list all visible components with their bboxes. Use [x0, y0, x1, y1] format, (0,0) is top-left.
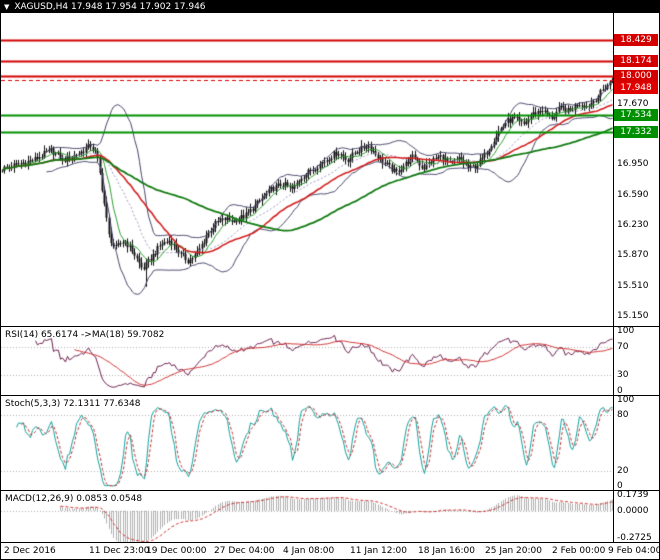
scale-tick-label: 16.950	[617, 159, 649, 170]
chevron-down-icon[interactable]: ▼	[4, 2, 10, 11]
macd-label: MACD(12,26,9) 0.0853 0.0548	[5, 494, 143, 504]
time-axis-label: 27 Dec 04:00	[214, 546, 275, 556]
price-level-badge[interactable]: 17.534	[614, 109, 658, 122]
scale-tick-label: 20	[617, 466, 629, 477]
rsi-label: RSI(14) 65.6174 ->MA(18) 59.7082	[5, 330, 165, 340]
price-level-badge[interactable]: 17.948	[614, 82, 658, 95]
time-axis[interactable]: 2 Dec 2016 11 Dec 23:00 19 Dec 00:00 27 Dec…	[1, 543, 660, 559]
macd-indicator-chart[interactable]	[1, 491, 613, 542]
time-axis-label: 25 Jan 20:00	[485, 546, 542, 556]
time-axis-label: 2 Feb 00:00	[552, 546, 606, 556]
main-price-chart[interactable]	[1, 13, 613, 326]
scale-tick-label: 100	[617, 326, 635, 336]
chart-titlebar[interactable]: ▼ XAGUSD,H4 17.948 17.954 17.902 17.946	[1, 1, 659, 13]
price-level-badge[interactable]: 18.429	[614, 34, 658, 46]
scale-tick-label: 80	[617, 409, 629, 420]
scale-tick-label: 0.0000	[617, 505, 649, 516]
panel-separator	[1, 490, 659, 491]
stoch-label: Stoch(5,3,3) 72.1311 77.6348	[5, 399, 141, 409]
stochastic-indicator-chart[interactable]	[1, 396, 613, 490]
time-axis-label: 2 Dec 2016	[4, 546, 56, 556]
time-axis-label: 9 Feb 04:00	[608, 546, 660, 556]
scale-separator	[613, 13, 614, 542]
price-level-badge[interactable]: 18.174	[614, 55, 658, 68]
scale-tick-label: 16.230	[617, 220, 649, 231]
scale-tick-label: -0.2725	[617, 533, 652, 543]
time-axis-label: 11 Jan 12:00	[350, 546, 407, 556]
scale-tick-label: 0	[617, 481, 623, 491]
price-scale[interactable]: 17.670 16.950 16.590 16.230 15.870 15.510 15.1…	[614, 1, 659, 559]
scale-tick-label: 30	[617, 369, 629, 380]
price-level-badge[interactable]: 18.000	[614, 70, 658, 83]
panel-separator	[1, 395, 659, 396]
symbol-ohlc-label: XAGUSD,H4 17.948 17.954 17.902 17.946	[14, 2, 206, 12]
scale-tick-label: 15.150	[617, 310, 649, 321]
scale-tick-label: 15.870	[617, 250, 649, 261]
scale-tick-label: 15.510	[617, 280, 649, 291]
scale-tick-label: 16.590	[617, 189, 649, 200]
time-axis-label: 18 Jan 16:00	[418, 546, 475, 556]
scale-tick-label: 0.1739	[617, 490, 649, 500]
price-level-badge[interactable]: 17.332	[614, 126, 658, 139]
panel-separator	[1, 326, 659, 327]
scale-tick-label: 17.670	[617, 98, 649, 109]
time-axis-label: 19 Dec 00:00	[146, 546, 207, 556]
scale-tick-label: 100	[617, 395, 635, 405]
time-axis-label: 4 Jan 08:00	[283, 546, 335, 556]
panel-separator	[1, 542, 659, 543]
scale-tick-label: 70	[617, 342, 629, 353]
scale-tick-label: 0	[617, 386, 623, 396]
time-axis-label: 11 Dec 23:00	[89, 546, 150, 556]
rsi-indicator-chart[interactable]	[1, 327, 613, 395]
